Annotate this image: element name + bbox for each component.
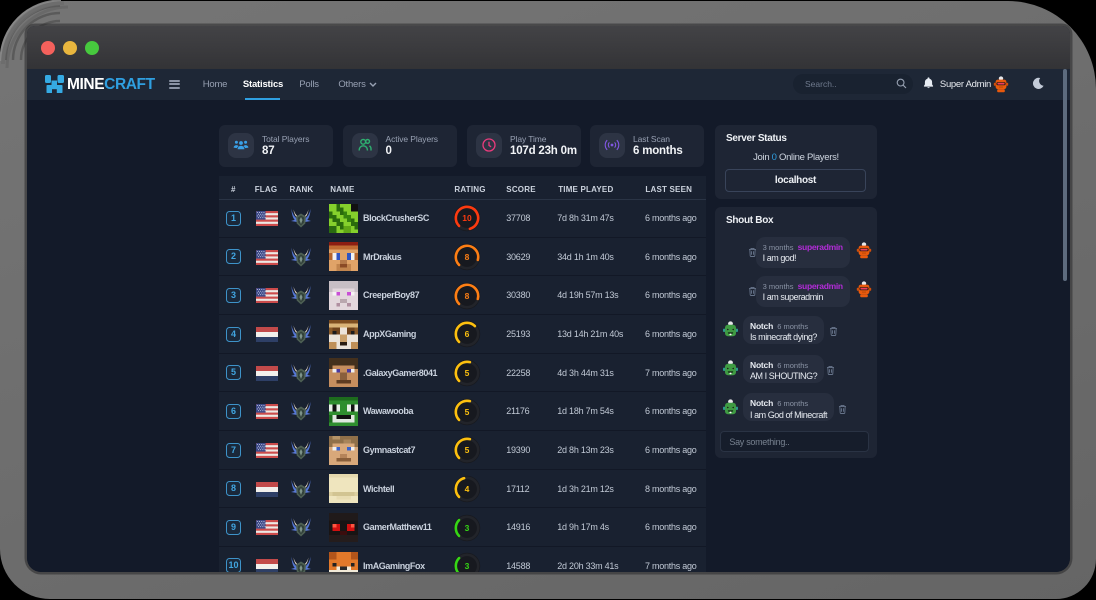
svg-text:8: 8 [464, 291, 469, 301]
svg-text:8: 8 [464, 252, 469, 262]
svg-text:5: 5 [464, 445, 469, 455]
svg-text:5: 5 [464, 368, 469, 378]
svg-text:5: 5 [464, 407, 469, 417]
svg-text:10: 10 [462, 213, 472, 223]
svg-text:3: 3 [464, 561, 469, 571]
svg-text:3: 3 [464, 523, 469, 533]
svg-text:4: 4 [464, 484, 469, 494]
svg-text:6: 6 [464, 329, 469, 339]
